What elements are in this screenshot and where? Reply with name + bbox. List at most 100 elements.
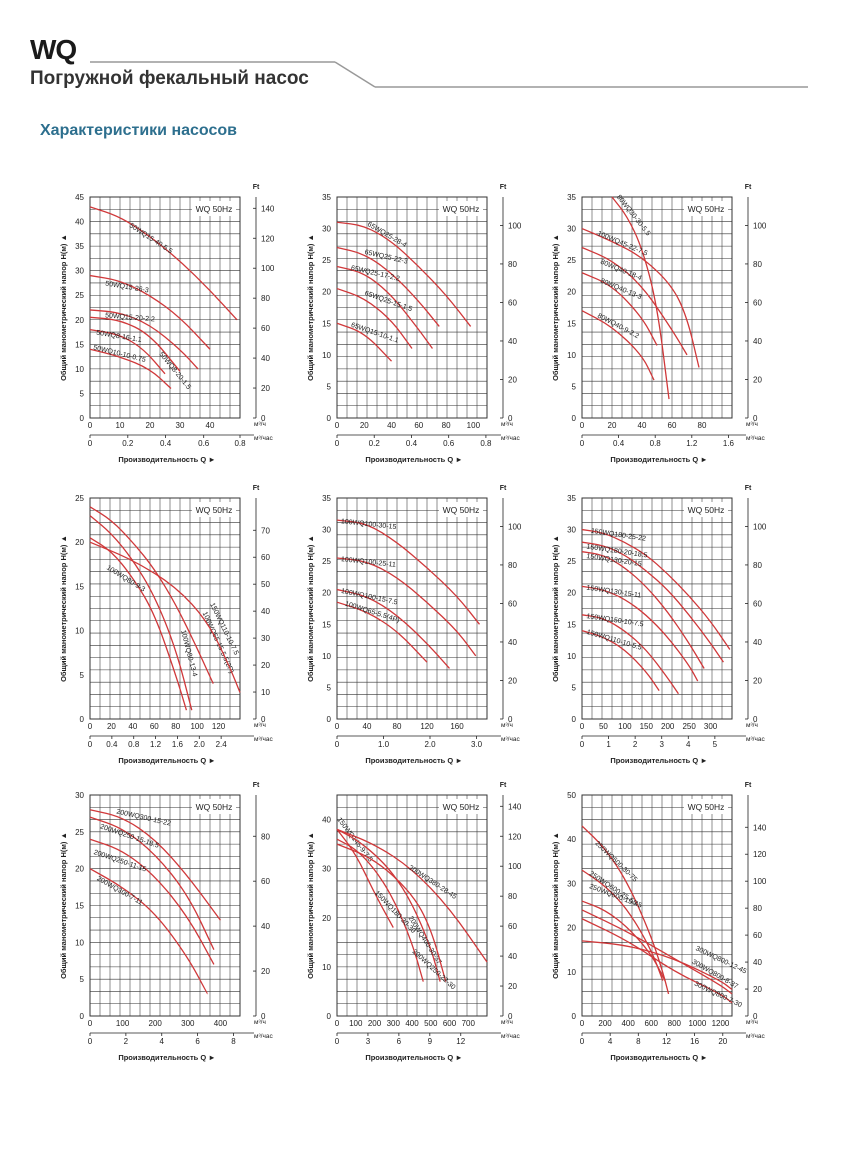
chart-title: WQ 50Hz <box>443 802 480 812</box>
x-tick-label: 30 <box>176 421 185 430</box>
x-tick-label: 0 <box>580 1019 585 1028</box>
series-curve <box>336 828 488 963</box>
x-unit-bottom: м³/час <box>254 435 273 442</box>
series-curve <box>581 227 700 368</box>
x-tick-label: 200 <box>149 1019 163 1028</box>
series-curve <box>336 265 433 349</box>
series-curve <box>336 843 447 982</box>
bottom-tick-label: 12 <box>456 1037 465 1046</box>
y-tick-label: 5 <box>80 389 85 398</box>
series-curve <box>611 196 670 400</box>
title-bg <box>439 799 483 814</box>
y-tick-label: 0 <box>572 715 577 724</box>
series-curve <box>336 221 472 327</box>
series-label: 200WQ250-15-18.5 <box>99 823 160 849</box>
series-label: 300WQ800-7-30 <box>693 981 743 1010</box>
right-axis-unit: Ft <box>253 782 260 789</box>
series-curve <box>581 909 733 995</box>
bottom-tick-label: 3 <box>366 1037 371 1046</box>
bottom-tick-label: 5 <box>713 740 718 749</box>
x-unit-bottom: м³/час <box>746 1033 765 1040</box>
series-curve <box>336 322 393 362</box>
bottom-tick-label: 6 <box>397 1037 402 1046</box>
y-tick-label: 30 <box>567 526 576 535</box>
right-tick-label: 40 <box>261 922 270 931</box>
bottom-tick-label: 0.4 <box>406 439 418 448</box>
y-tick-label: 10 <box>322 963 331 972</box>
series-label: 200WQ300-7-11 <box>96 875 144 906</box>
y-tick-label: 0 <box>572 1012 577 1021</box>
bottom-tick-label: 0.4 <box>106 740 118 749</box>
series-label: 65WQ15-10-1.1 <box>350 322 399 345</box>
series-curve <box>336 828 394 928</box>
series-curve <box>581 585 699 682</box>
y-tick-label: 0 <box>80 414 85 423</box>
x-tick-label: 100 <box>349 1019 363 1028</box>
right-tick-label: 0 <box>753 715 758 724</box>
x-tick-label: 800 <box>668 1019 682 1028</box>
x-tick-label: 40 <box>206 421 215 430</box>
right-axis-unit: Ft <box>500 485 507 492</box>
series-curve <box>89 537 188 711</box>
series-curve <box>336 246 440 327</box>
x-unit-top: м³/ч <box>254 722 266 729</box>
x-tick-label: 60 <box>414 421 423 430</box>
y-tick-label: 35 <box>322 193 331 202</box>
y-tick-label: 25 <box>75 494 84 503</box>
bottom-tick-label: 1.2 <box>150 740 162 749</box>
chart-title: WQ 50Hz <box>443 505 480 515</box>
right-tick-label: 60 <box>508 298 517 307</box>
right-tick-label: 60 <box>753 931 762 940</box>
y-tick-label: 5 <box>327 382 332 391</box>
bottom-tick-label: 0 <box>335 1037 340 1046</box>
title-bg <box>192 502 236 517</box>
x-tick-label: 80 <box>171 722 180 731</box>
x-tick-label: 20 <box>360 421 369 430</box>
right-tick-label: 100 <box>753 522 767 531</box>
chart-title: WQ 50Hz <box>196 802 233 812</box>
x-tick-label: 160 <box>450 722 464 731</box>
bottom-tick-label: 4 <box>608 1037 613 1046</box>
series-label: 150WQ145-9-7.5 <box>335 817 373 864</box>
series-curve <box>89 206 238 321</box>
right-tick-label: 50 <box>261 580 270 589</box>
series-label: 250WQ600-25-55 <box>588 870 638 907</box>
x-tick-label: 600 <box>443 1019 457 1028</box>
y-tick-label: 20 <box>322 288 331 297</box>
x-tick-label: 0 <box>335 1019 340 1028</box>
x-axis-title: Производительность Q ► <box>610 1053 707 1062</box>
plot-frame <box>581 497 733 720</box>
right-tick-label: 140 <box>261 204 275 213</box>
series-label: 300WQ800-12-45 <box>694 945 747 975</box>
series-label: 65WQ25-28-4 <box>366 221 408 249</box>
y-tick-label: 5 <box>572 382 577 391</box>
series-label: 100WQ65-15-5.5(2P) <box>201 611 235 675</box>
bottom-tick-label: 0 <box>88 439 93 448</box>
bottom-tick-label: 2.4 <box>216 740 228 749</box>
y-axis-title: Общий манометрический напор H(м) ▲ <box>59 535 68 682</box>
x-axis-title: Производительность Q ► <box>365 455 462 464</box>
plot-frame <box>336 794 488 1017</box>
x-unit-bottom: м³/час <box>746 435 765 442</box>
right-tick-label: 0 <box>508 414 513 423</box>
y-tick-label: 25 <box>567 256 576 265</box>
y-tick-label: 10 <box>75 365 84 374</box>
page-subtitle: Погружной фекальный насос <box>30 68 309 89</box>
right-tick-label: 60 <box>753 298 762 307</box>
right-tick-label: 0 <box>753 414 758 423</box>
title-bg <box>192 201 236 216</box>
title-bg <box>439 502 483 517</box>
right-tick-label: 100 <box>753 221 767 230</box>
series-label: 100WQ65-5.5(4P) <box>344 601 400 625</box>
x-unit-bottom: м³/час <box>746 736 765 743</box>
x-tick-label: 400 <box>405 1019 419 1028</box>
right-tick-label: 20 <box>508 982 517 991</box>
y-axis-title: Общий манометрический напор H(м) ▲ <box>551 234 560 381</box>
y-axis-title: Общий манометрический напор H(м) ▲ <box>306 535 315 682</box>
right-tick-label: 0 <box>261 414 266 423</box>
y-tick-label: 25 <box>322 557 331 566</box>
